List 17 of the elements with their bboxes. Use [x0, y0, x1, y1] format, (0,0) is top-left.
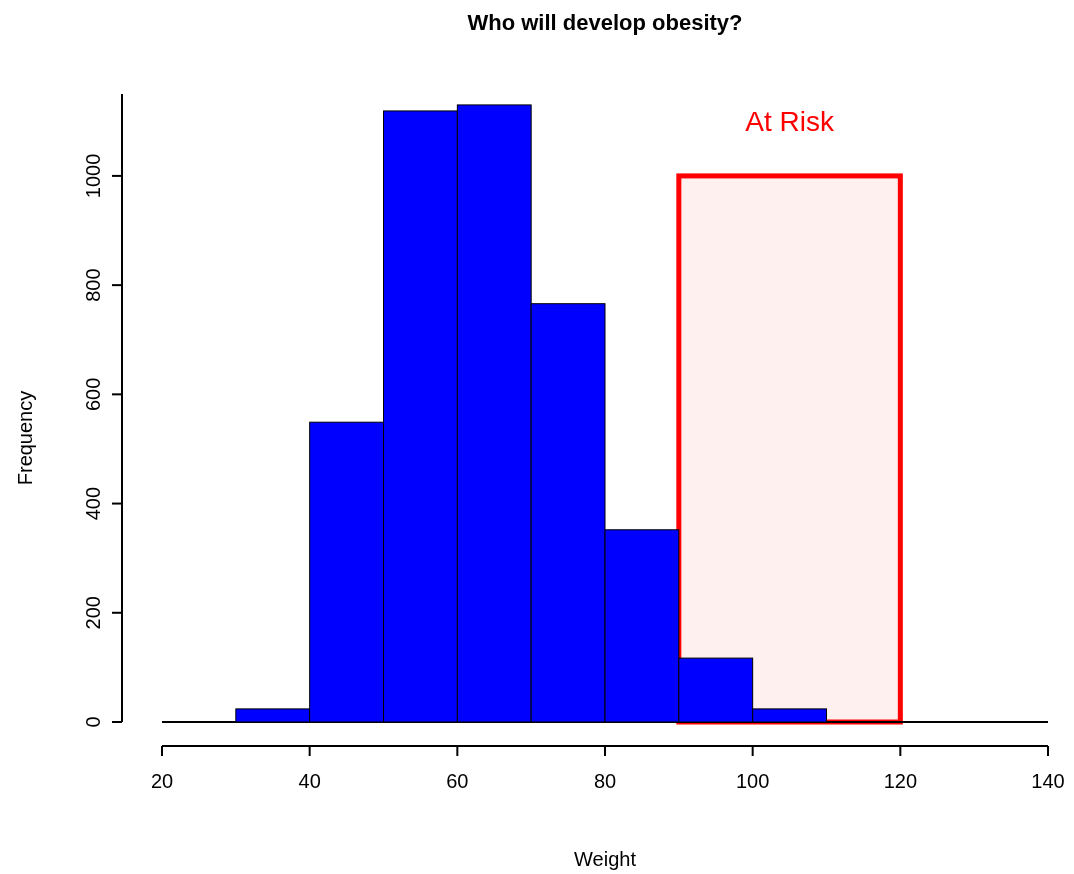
y-tick-label: 1000 — [82, 153, 104, 199]
y-tick-label: 200 — [82, 596, 104, 630]
y-tick-label: 800 — [82, 268, 104, 302]
y-tick-label: 0 — [82, 716, 104, 728]
x-tick-label: 120 — [883, 770, 918, 792]
x-tick-label: 60 — [446, 770, 469, 792]
x-tick-label: 80 — [593, 770, 617, 792]
y-tick-label: 400 — [82, 486, 104, 521]
x-tick-label: 140 — [1031, 770, 1065, 792]
y-tick-label: 600 — [82, 377, 104, 412]
band-label: At Risk — [745, 106, 835, 138]
x-tick-label: 100 — [735, 770, 770, 792]
y-axis-title: Frequency — [14, 390, 36, 486]
x-axis-title: Weight — [574, 848, 637, 870]
chart-title: Who will develop obesity? — [467, 10, 743, 35]
x-tick-label: 40 — [298, 770, 321, 792]
x-tick-label: 20 — [150, 770, 174, 792]
